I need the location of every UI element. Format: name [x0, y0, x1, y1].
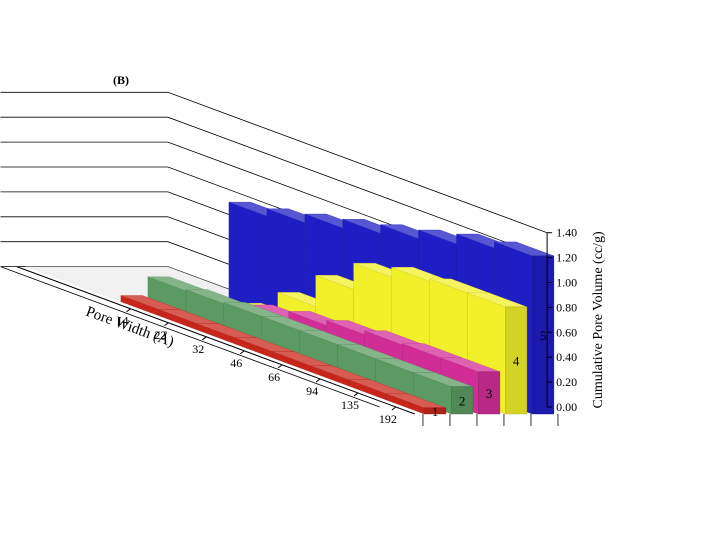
y-tick-label: 0.00: [556, 400, 577, 414]
x-tick: [126, 308, 131, 313]
series-label: 1: [432, 404, 439, 419]
series-2: 2: [147, 276, 474, 415]
gridline: [0, 91, 548, 234]
y-tick-label: 0.20: [556, 375, 577, 389]
x-tick: [315, 378, 321, 383]
y-tick-label: 0.40: [556, 350, 577, 364]
x-tick-label: 66: [268, 370, 280, 384]
bar-front: [451, 386, 474, 415]
bar-front: [532, 255, 555, 415]
bar: 2: [413, 372, 474, 415]
x-tick: [239, 350, 245, 355]
series-1: 1: [120, 295, 447, 419]
x-tick: [164, 322, 169, 327]
x-axis-line: [16, 266, 416, 415]
bar-front: [478, 371, 501, 415]
bar-front: [505, 306, 528, 415]
x-tick-label: 14: [117, 314, 129, 328]
y-tick-label: 0.60: [556, 325, 577, 339]
series-label: 4: [513, 354, 520, 369]
x-tick-label: 46: [230, 356, 242, 370]
y-tick-label: 0.80: [556, 300, 577, 314]
y-axis-title: Cumulative Pore Volume (cc/g): [591, 231, 606, 409]
y-tick-label: 1.40: [556, 226, 577, 240]
series-label: 5: [540, 328, 547, 343]
floor-edge: [0, 266, 380, 408]
x-tick: [277, 364, 283, 369]
x-tick: [391, 406, 397, 411]
x-tick: [353, 392, 359, 397]
x-tick: [202, 336, 207, 341]
x-tick-label: 94: [306, 384, 318, 398]
bar: 1: [386, 393, 447, 419]
x-tick-label: 192: [379, 412, 397, 426]
bar: [196, 323, 257, 345]
bar-front: [424, 407, 447, 415]
y-tick-label: 1.00: [556, 276, 577, 290]
x-tick-label: 32: [192, 342, 204, 356]
panel-label: (B): [113, 73, 129, 87]
y-tick-label: 1.20: [556, 251, 577, 265]
y-axis: 0.00 0.20 0.40 0.60 0.80 1.00 1.20 1.40 Cumulati…: [546, 226, 606, 414]
series-label: 3: [486, 386, 493, 401]
x-tick-label: 135: [341, 398, 359, 412]
gridline: [0, 116, 548, 258]
series-label: 2: [459, 393, 466, 408]
bar-side: [228, 201, 268, 316]
x-tick-label: 22: [154, 328, 166, 342]
